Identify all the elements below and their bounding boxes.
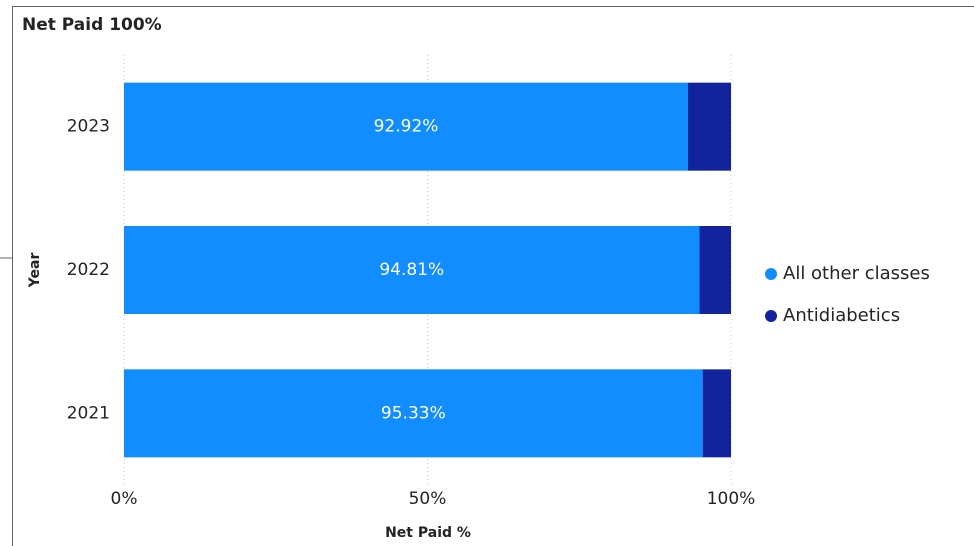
x-axis-label: Net Paid %	[385, 525, 471, 541]
y-tick-label: 2021	[67, 403, 110, 423]
legend-marker	[765, 268, 777, 280]
bar-segment	[699, 226, 731, 314]
bar-segment	[124, 369, 703, 458]
legend-label: Antidiabetics	[783, 305, 900, 326]
legend-label: All other classes	[783, 263, 930, 284]
data-label: 94.81%	[379, 260, 444, 280]
x-tick-label: 50%	[409, 489, 447, 509]
bar-segment	[124, 82, 689, 171]
bar-segment	[702, 369, 731, 458]
y-tick-label: 2023	[67, 117, 110, 137]
chart-title: Net Paid 100%	[22, 15, 162, 35]
x-tick-label: 100%	[707, 489, 756, 509]
bar-segment	[124, 226, 700, 314]
y-axis-label: Year	[27, 253, 43, 289]
legend-marker	[765, 310, 777, 322]
data-label: 95.33%	[381, 403, 446, 423]
x-tick-label: 0%	[111, 489, 138, 509]
data-label: 92.92%	[374, 117, 439, 137]
y-tick-label: 2022	[67, 260, 110, 280]
bar-segment	[688, 82, 731, 171]
